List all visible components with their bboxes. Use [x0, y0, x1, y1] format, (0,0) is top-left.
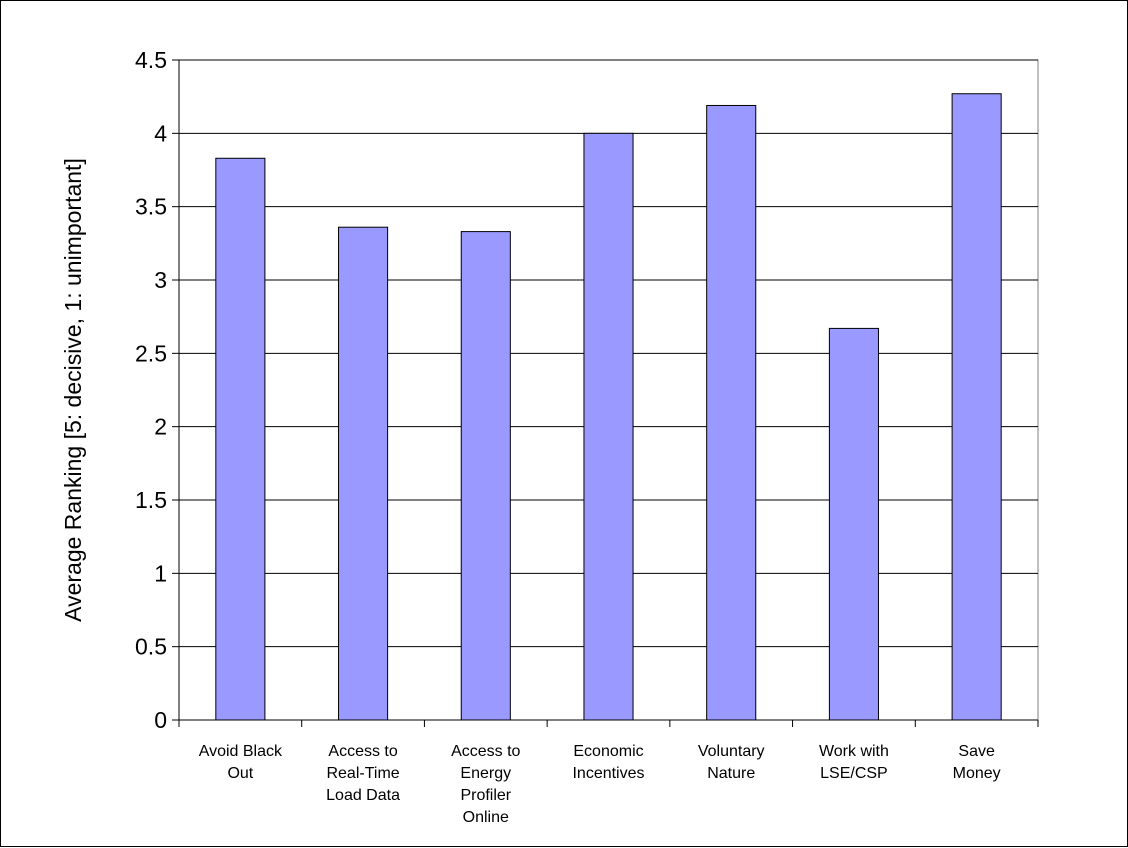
y-tick-label: 0.5 — [135, 634, 167, 660]
axes — [172, 59, 1039, 727]
x-tick-label: Work with LSE/CSP — [819, 743, 889, 782]
y-tick-label: 4.5 — [135, 47, 167, 73]
bar — [951, 93, 1002, 721]
bar — [706, 104, 757, 721]
x-tick-label-line: Avoid Black — [199, 743, 283, 760]
x-tick-label: Economic Incentives — [572, 743, 644, 782]
y-tick-label: 1.5 — [135, 487, 167, 513]
y-tick-label: 0 — [154, 707, 167, 733]
bar — [460, 231, 511, 721]
x-tick-label-line: Load Data — [326, 787, 400, 804]
y-tick-label: 3.5 — [135, 194, 167, 220]
x-tick-label: Access to Real-Time Load Data — [326, 743, 400, 804]
x-tick-label-line: Economic — [573, 743, 643, 760]
y-tick-label: 2 — [154, 414, 167, 440]
x-tick-label-line: Profiler — [460, 787, 511, 804]
y-tick-label: 2.5 — [135, 340, 167, 366]
x-tick-label: Access to Energy Profiler Online — [451, 743, 520, 826]
x-tick-label-line: Money — [953, 765, 1001, 782]
x-tick-label-line: Nature — [707, 765, 755, 782]
bar — [583, 132, 634, 721]
y-axis-label: Average Ranking [5: decisive, 1: unimpor… — [60, 158, 86, 622]
x-tick-label-line: Real-Time — [326, 765, 399, 782]
x-tick-label-line: Work with — [819, 743, 889, 760]
x-tick-label-line: Online — [463, 809, 509, 826]
x-tick-label-line: LSE/CSP — [820, 765, 888, 782]
x-tick-label-line: Voluntary — [698, 743, 765, 760]
bar — [338, 226, 389, 721]
x-tick-labels: Avoid Black Out Access to Real-Time Load Dat… — [199, 743, 1001, 826]
x-tick-label-line: Access to — [451, 743, 520, 760]
y-tick-label: 1 — [154, 560, 167, 586]
y-tick-label: 4 — [154, 120, 167, 146]
bars — [215, 93, 1002, 721]
bar — [215, 157, 266, 721]
x-tick-label-line: Energy — [460, 765, 511, 782]
x-tick-label-line: Access to — [328, 743, 397, 760]
x-tick-label: Avoid Black Out — [199, 743, 283, 782]
x-tick-label-line: Incentives — [572, 765, 644, 782]
x-tick-label-line: Save — [958, 743, 995, 760]
bar — [828, 327, 879, 721]
y-tick-labels: 0 0.5 1 1.5 2 2.5 3 3.5 4 4.5 — [135, 47, 167, 733]
y-tick-label: 3 — [154, 267, 167, 293]
x-tick-label: Voluntary Nature — [698, 743, 765, 782]
x-tick-label: Save Money — [953, 743, 1001, 782]
x-tick-label-line: Out — [227, 765, 253, 782]
